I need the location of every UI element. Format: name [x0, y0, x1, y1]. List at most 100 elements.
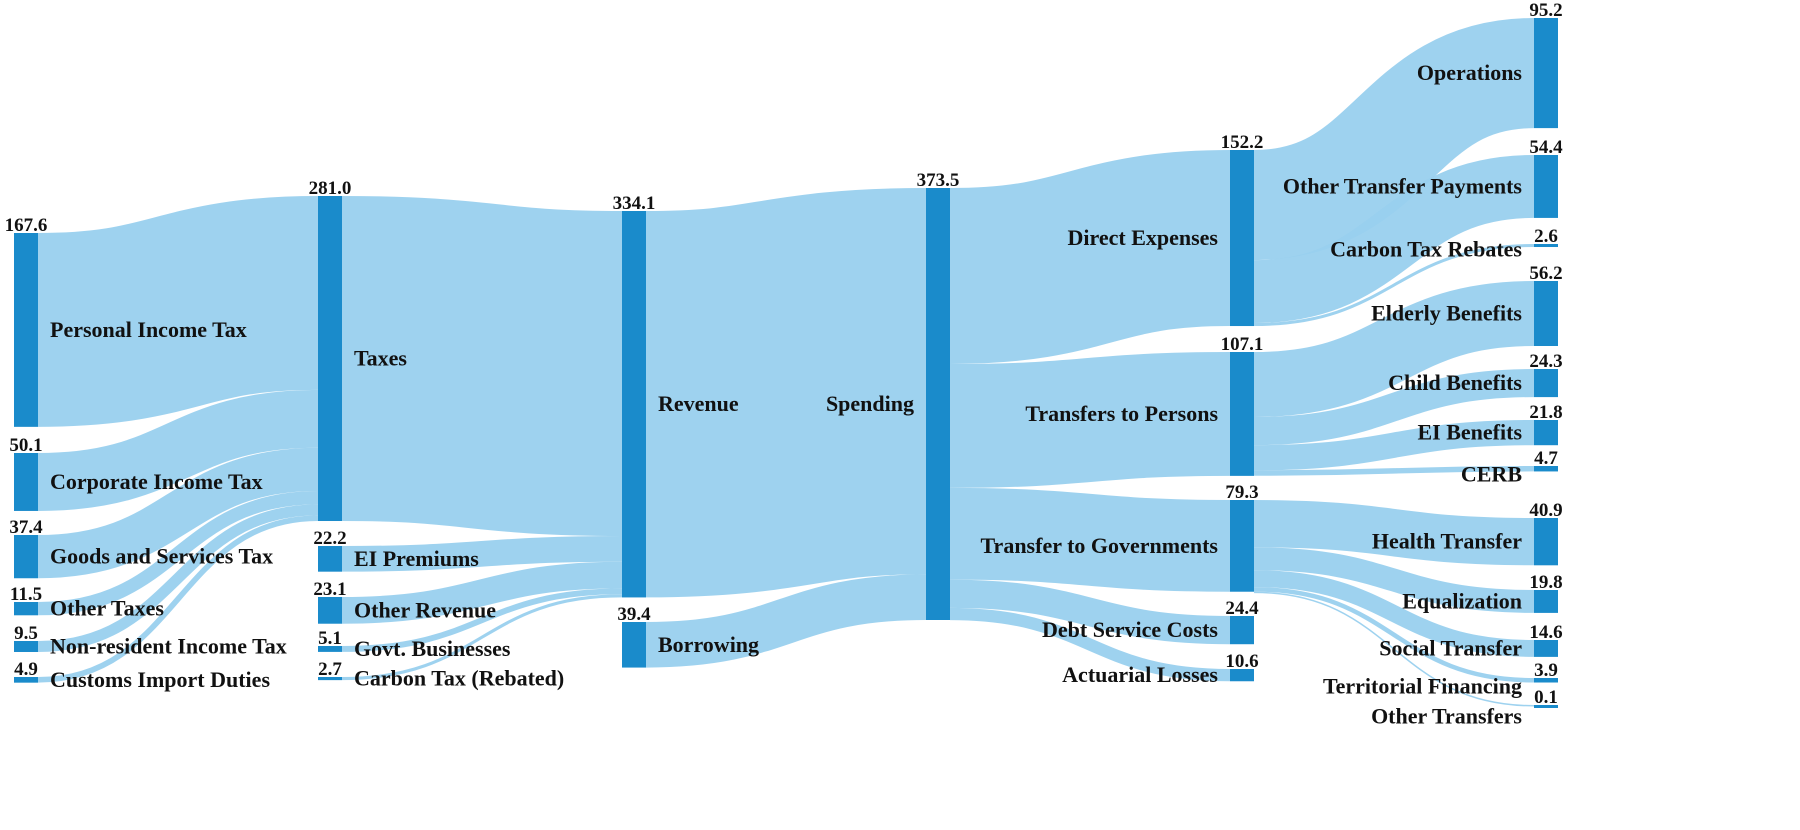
node-label-de: Direct Expenses [1067, 225, 1218, 250]
node-label-rev: Revenue [658, 391, 739, 416]
link-spd-ttg [949, 487, 1231, 592]
link-spd-act [949, 607, 1231, 682]
node-label-tax: Taxes [354, 346, 407, 371]
link-ttg-soc [1253, 570, 1535, 657]
value-label-cid: 4.9 [14, 659, 38, 680]
value-label-de: 152.2 [1221, 132, 1264, 153]
link-ttg-oth [1253, 591, 1535, 707]
node-eip [318, 546, 342, 572]
node-label-hlt: Health Transfer [1372, 529, 1522, 554]
value-label-rev: 334.1 [613, 193, 656, 214]
node-label-eip: EI Premiums [354, 546, 479, 571]
node-label-ttp: Transfers to Persons [1025, 401, 1218, 426]
node-label-ops: Operations [1417, 60, 1523, 85]
value-label-pit: 167.6 [5, 215, 48, 236]
value-label-cerb: 4.7 [1534, 448, 1558, 469]
link-de-otp [1253, 154, 1535, 324]
link-spd-dsc [949, 579, 1231, 645]
node-ot [14, 602, 38, 616]
link-de-ctrb [1253, 244, 1535, 327]
node-label-nrit: Non-resident Income Tax [50, 633, 287, 658]
node-soc [1534, 640, 1558, 657]
link-spd-de [949, 149, 1231, 365]
node-label-eld: Elderly Benefits [1371, 301, 1522, 326]
node-label-eib: EI Benefits [1418, 420, 1523, 445]
node-label-bor: Borrowing [658, 632, 759, 657]
node-label-ctrb: Carbon Tax Rebates [1330, 237, 1522, 262]
link-tax-rev [341, 196, 623, 537]
node-dsc [1230, 616, 1254, 645]
node-de [1230, 150, 1254, 327]
value-label-gst: 37.4 [9, 517, 43, 538]
value-label-ttg: 79.3 [1225, 482, 1258, 503]
node-eib [1534, 420, 1558, 446]
link-ot-tax [37, 491, 319, 616]
value-label-otp: 54.4 [1529, 137, 1563, 158]
link-gst-tax [37, 447, 319, 579]
node-label-gb: Govt. Businesses [354, 636, 511, 661]
value-label-ctrb: 2.6 [1534, 226, 1558, 247]
node-label-ot: Other Taxes [50, 596, 164, 621]
link-bor-spd [645, 574, 927, 668]
node-act [1230, 669, 1254, 682]
node-eqz [1534, 590, 1558, 613]
node-orv [318, 597, 342, 624]
node-label-orv: Other Revenue [354, 597, 496, 622]
node-label-cid: Customs Import Duties [50, 667, 270, 692]
node-label-ttg: Transfer to Governments [981, 533, 1219, 558]
node-label-oth: Other Transfers [1371, 704, 1522, 729]
value-label-spd: 373.5 [917, 170, 960, 191]
node-spd [926, 188, 950, 620]
link-pit-tax [36, 195, 320, 427]
link-ttg-eqz [1253, 547, 1535, 613]
node-label-act: Actuarial Losses [1062, 662, 1218, 687]
node-label-chb: Child Benefits [1388, 370, 1522, 395]
value-label-gb: 5.1 [318, 628, 342, 649]
value-label-chb: 24.3 [1529, 351, 1562, 372]
node-chb [1534, 369, 1558, 398]
link-spd-ttp [949, 351, 1231, 488]
node-label-otp: Other Transfer Payments [1283, 173, 1523, 198]
value-label-ter: 3.9 [1534, 660, 1558, 681]
node-ttp [1230, 352, 1254, 476]
link-de-ops [1251, 17, 1537, 261]
node-label-ctr: Carbon Tax (Rebated) [354, 666, 564, 691]
node-eld [1534, 281, 1558, 347]
node-oth [1534, 705, 1558, 708]
value-label-ot: 11.5 [10, 584, 42, 605]
node-label-ter: Territorial Financing [1323, 673, 1522, 698]
value-label-hlt: 40.9 [1529, 500, 1562, 521]
node-tax [318, 196, 342, 522]
sankey-nodes [14, 18, 1558, 708]
value-label-dsc: 24.4 [1225, 598, 1259, 619]
value-label-eib: 21.8 [1529, 402, 1562, 423]
node-otp [1534, 155, 1558, 218]
value-label-ctr: 2.7 [318, 659, 342, 680]
node-bor [622, 622, 646, 668]
link-ttp-eld [1253, 280, 1535, 418]
value-label-ops: 95.2 [1529, 0, 1562, 21]
value-label-eip: 22.2 [313, 528, 346, 549]
link-rev-spd [644, 187, 928, 598]
node-nrit [14, 641, 38, 652]
link-nrit-tax [37, 504, 319, 652]
node-cerb [1534, 466, 1558, 472]
link-orv-rev [341, 561, 623, 624]
value-label-eqz: 19.8 [1529, 572, 1562, 593]
node-label-cerb: CERB [1461, 462, 1522, 487]
link-cit-tax [37, 389, 319, 511]
link-ctr-rev [341, 594, 623, 681]
node-cit [14, 453, 38, 511]
link-ttp-cerb [1253, 465, 1535, 476]
value-label-soc: 14.6 [1529, 622, 1562, 643]
node-gst [14, 535, 38, 579]
node-hlt [1534, 518, 1558, 566]
value-label-ttp: 107.1 [1221, 334, 1264, 355]
value-label-eld: 56.2 [1529, 263, 1562, 284]
value-label-oth: 0.1 [1534, 687, 1558, 708]
node-ter [1534, 678, 1558, 683]
node-gb [318, 646, 342, 652]
value-label-nrit: 9.5 [14, 623, 38, 644]
link-ttp-chb [1253, 369, 1535, 446]
